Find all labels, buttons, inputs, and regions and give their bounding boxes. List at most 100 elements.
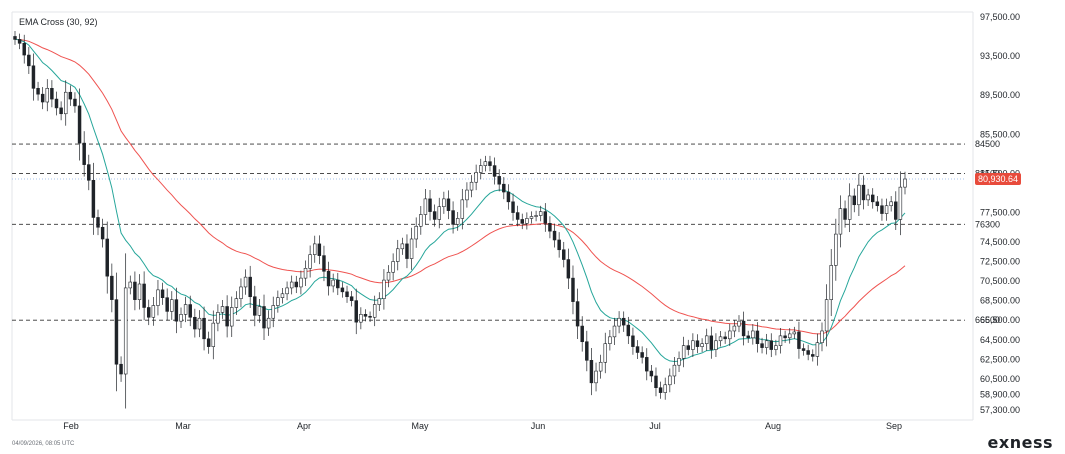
candle (63, 80, 68, 126)
candle (13, 31, 17, 45)
chart-timestamp: 04/09/2026, 08:05 UTC (12, 441, 75, 447)
price-tick-label: 64,500.00 (980, 335, 1020, 345)
price-tick-label: 85,500.00 (980, 129, 1020, 139)
time-axis: Feb Mar Apr May Jun Jul Aug Sep (63, 421, 902, 431)
candle (492, 157, 497, 185)
candle (372, 295, 377, 327)
candle (45, 79, 50, 112)
candle (211, 310, 216, 360)
price-axis: 97,500.0093,500.0089,500.0085,500.0081,5… (980, 12, 1020, 415)
price-tick-label: 57,300.00 (980, 405, 1020, 415)
candle (22, 34, 26, 64)
candle (645, 348, 649, 381)
candle (704, 328, 709, 351)
candle (428, 190, 432, 221)
candle (170, 291, 174, 320)
last-price-value: 80,930.64 (978, 174, 1018, 184)
candle (206, 331, 211, 354)
candle (866, 188, 870, 206)
candle (635, 340, 640, 359)
candle (479, 158, 483, 180)
candle (728, 323, 732, 346)
candle (889, 196, 893, 212)
candle (488, 155, 492, 172)
candle (271, 296, 275, 328)
candle (87, 154, 91, 191)
price-tick-label: 62,500.00 (980, 354, 1020, 364)
candle (455, 211, 460, 231)
last-price-badge-bg (975, 173, 1021, 186)
candle (59, 101, 63, 121)
candle (50, 80, 54, 108)
candle (326, 261, 331, 296)
candlesticks (13, 31, 907, 409)
candle (691, 333, 695, 358)
candle (239, 278, 243, 308)
candle (631, 327, 635, 355)
candle (598, 354, 603, 379)
candle (432, 204, 437, 227)
candle (423, 188, 428, 225)
price-tick-label: 72,500.00 (980, 256, 1020, 266)
indicator-label: EMA Cross (30, 92) (19, 17, 98, 27)
candle (114, 272, 119, 392)
candle (838, 195, 843, 248)
price-tick-label: 74,500.00 (980, 237, 1020, 247)
candle (110, 263, 114, 313)
candle (322, 245, 326, 282)
candle (386, 265, 391, 288)
candle (714, 333, 718, 358)
candle (672, 357, 677, 385)
candle (437, 197, 441, 229)
candle (529, 211, 534, 224)
candle (764, 333, 769, 355)
candle (188, 295, 192, 327)
candle (133, 271, 137, 311)
candle (880, 198, 884, 221)
month-tick-label: May (411, 421, 429, 431)
candle (156, 279, 160, 316)
candle (603, 332, 607, 374)
candle (234, 291, 239, 315)
candle (308, 245, 312, 278)
candle (875, 196, 880, 212)
candle (147, 299, 151, 326)
candle (174, 287, 179, 334)
candle (640, 346, 644, 364)
candle (294, 275, 299, 294)
candle (414, 217, 418, 248)
month-tick-label: Jun (531, 421, 546, 431)
candle (525, 212, 529, 230)
candle (755, 322, 760, 353)
candle (506, 184, 511, 210)
month-tick-label: Jul (649, 421, 661, 431)
month-tick-label: Feb (63, 421, 79, 431)
candle (336, 272, 340, 296)
candle (220, 300, 225, 319)
candle (834, 218, 838, 281)
candle (396, 239, 400, 271)
candle (142, 271, 146, 321)
candle (585, 330, 589, 372)
candle (580, 316, 584, 352)
candle (128, 275, 133, 295)
candle (751, 324, 755, 345)
candle (54, 91, 59, 116)
candle (497, 169, 501, 192)
candle (852, 188, 857, 213)
candle (474, 164, 478, 191)
price-tick-label: 66,500.00 (980, 315, 1020, 325)
candle (571, 265, 575, 315)
candle (299, 270, 303, 295)
candle (502, 177, 506, 200)
candle (442, 191, 446, 214)
candle (405, 234, 409, 269)
candle (165, 288, 169, 321)
candle (797, 321, 801, 359)
candle (617, 311, 621, 334)
candle (409, 227, 414, 270)
candle (847, 183, 852, 233)
candle (843, 200, 847, 228)
candle (202, 306, 206, 351)
